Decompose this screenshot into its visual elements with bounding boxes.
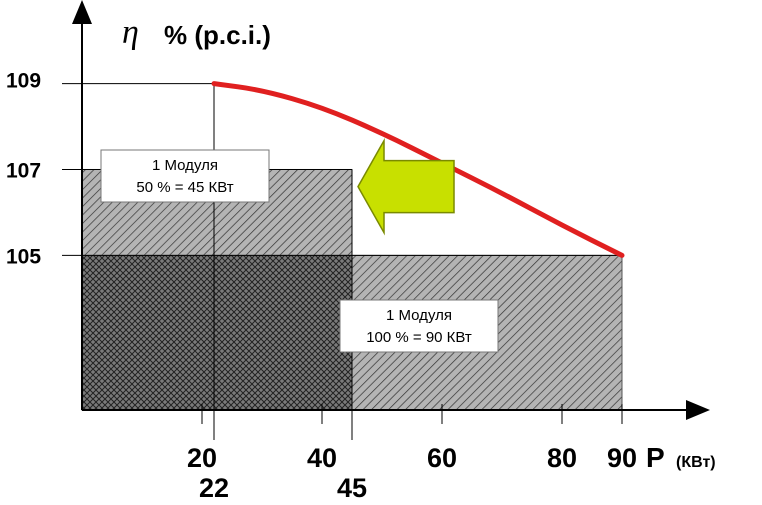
y-tick-label-105: 105	[6, 245, 41, 268]
label-box-line1: 1 Модуля	[386, 307, 452, 324]
x-tick-label-22: 22	[199, 473, 229, 503]
x-tick-label-60: 60	[427, 443, 457, 473]
boxes-layer: 1 Модуля 50 % = 45 КВт 1 Модуля 100 % = 90 …	[100, 149, 499, 353]
arrow-layer	[357, 137, 455, 236]
label-box-line2: 50 % = 45 КВт	[136, 179, 233, 196]
x-axis-label: P	[646, 442, 665, 473]
x-tick-label-90: 90	[607, 443, 637, 473]
y-axis-symbol: η	[122, 14, 139, 51]
efficiency-curve	[211, 81, 625, 258]
x-tick-label-40: 40	[307, 443, 337, 473]
label-box-module-half-load: 1 Модуля 50 % = 45 КВт	[100, 149, 270, 203]
curve-layer	[211, 81, 625, 258]
overlap-layer	[82, 255, 352, 410]
x-tick-label-80: 80	[547, 443, 577, 473]
label-box-bg	[339, 299, 499, 353]
region-overlap	[82, 255, 352, 410]
x-axis-unit: (КВт)	[676, 454, 716, 471]
x-tick-label-20: 20	[187, 443, 217, 473]
y-tick-label-107: 107	[6, 159, 41, 182]
axes-layer	[72, 0, 710, 420]
label-box-module-full-load: 1 Модуля 100 % = 90 КВт	[339, 299, 499, 353]
y-axis-label: % (p.c.i.)	[164, 20, 271, 50]
label-box-line2: 100 % = 90 КВт	[366, 329, 472, 346]
shift-left-arrow	[357, 137, 455, 236]
label-box-bg	[100, 149, 270, 203]
y-tick-label-109: 109	[6, 70, 41, 93]
x-tick-label-45: 45	[337, 473, 367, 503]
label-box-line1: 1 Модуля	[152, 157, 218, 174]
